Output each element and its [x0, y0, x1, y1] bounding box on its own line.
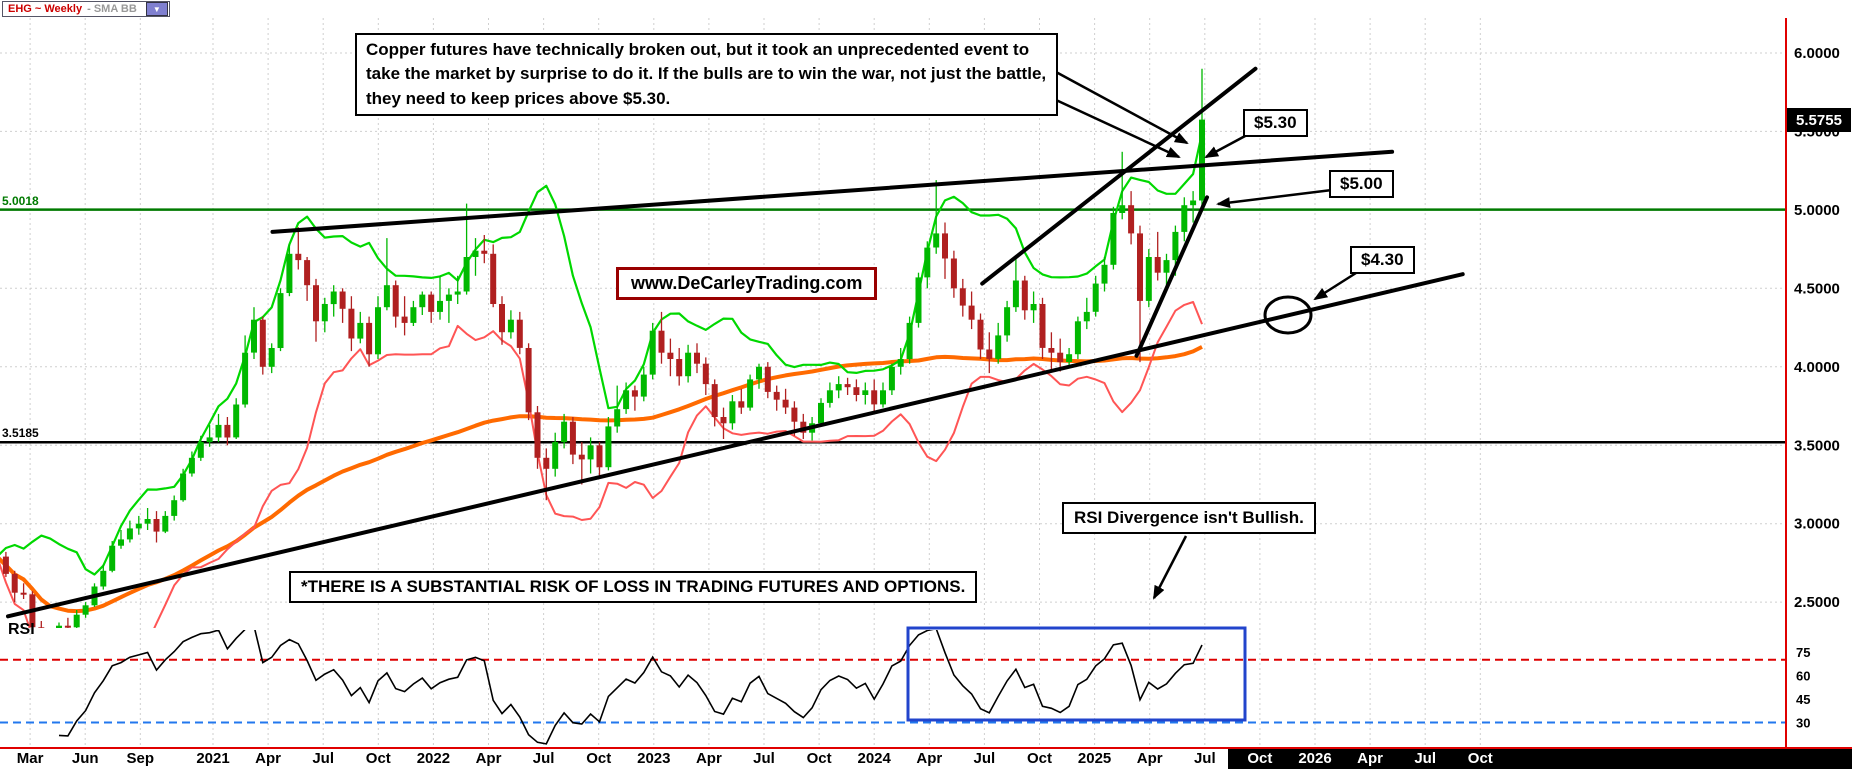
time-tick-label: Apr: [476, 750, 502, 767]
time-tick-label: Oct: [1247, 750, 1272, 767]
time-tick-label: 2022: [417, 750, 450, 767]
rsi-divergence-note-box[interactable]: RSI Divergence isn't Bullish.: [1062, 502, 1316, 534]
rsi-tick-label: 60: [1796, 669, 1810, 684]
time-tick-label: Jul: [1194, 750, 1216, 767]
bollinger-upper-line: [0, 132, 1204, 576]
rsi-panel-label: RSI: [8, 621, 35, 638]
dropdown-button[interactable]: ▼: [145, 2, 168, 16]
axes: 6.00005.50005.00004.50004.00003.50003.00…: [0, 18, 1852, 769]
price-tick-label: 2.5000: [1794, 594, 1840, 611]
trendline[interactable]: [6, 272, 1465, 619]
rsi-tick-label: 75: [1796, 645, 1810, 660]
time-tick-label: 2026: [1298, 750, 1331, 767]
gridlines: [0, 18, 1786, 748]
time-tick-label: Apr: [916, 750, 942, 767]
time-tick-label: 2024: [858, 750, 892, 767]
rsi-line: [58, 630, 1203, 745]
time-tick-label: Oct: [366, 750, 391, 767]
rsi-tick-label: 45: [1796, 692, 1810, 707]
rsi-divergence-highlight-box[interactable]: [906, 626, 1247, 722]
instrument-label: EHG ~ Weekly: [8, 3, 83, 15]
horizontal-level-lines: [0, 208, 1786, 444]
annotation-arrow[interactable]: [1055, 98, 1181, 159]
price-tag-4-30[interactable]: $4.30: [1350, 246, 1415, 274]
time-tick-label: Oct: [807, 750, 832, 767]
risk-disclaimer-box[interactable]: *THERE IS A SUBSTANTIAL RISK OF LOSS IN …: [289, 571, 978, 603]
price-tag-5-00[interactable]: $5.00: [1329, 170, 1394, 198]
trendline[interactable]: [1134, 195, 1209, 358]
time-tick-label: Oct: [586, 750, 611, 767]
time-tick-label: Oct: [1468, 750, 1493, 767]
sma-line: [0, 345, 1203, 614]
chevron-down-icon: ▼: [152, 4, 161, 14]
time-tick-label: Sep: [127, 750, 155, 767]
price-tag-5-30[interactable]: $5.30: [1243, 109, 1308, 137]
annotation-arrow[interactable]: [1204, 133, 1248, 159]
annotation-arrow[interactable]: [1216, 188, 1333, 208]
instrument-selector[interactable]: EHG ~ Weekly - SMA BB ▼: [2, 1, 170, 17]
time-tick-label: Jun: [72, 750, 99, 767]
candlestick-series: [2, 68, 1205, 628]
level-label-5-0018: 5.0018: [2, 194, 39, 208]
time-tick-label: 2023: [637, 750, 670, 767]
time-tick-label: Apr: [1357, 750, 1383, 767]
rsi-panel-plot: [0, 630, 1786, 745]
study-label: - SMA BB: [87, 3, 137, 15]
time-tick-label: Apr: [1137, 750, 1163, 767]
toolbar: EHG ~ Weekly - SMA BB ▼: [0, 0, 1852, 18]
rsi-tick-label: 30: [1796, 716, 1810, 731]
level-label-3-5185: 3.5185: [2, 426, 39, 440]
time-tick-label: Jul: [974, 750, 996, 767]
time-tick-label: Jul: [753, 750, 775, 767]
time-tick-label: Jul: [533, 750, 555, 767]
time-tick-label: Apr: [255, 750, 281, 767]
time-tick-label: Oct: [1027, 750, 1052, 767]
time-tick-label: 2021: [196, 750, 229, 767]
time-tick-label: Jul: [1414, 750, 1436, 767]
price-tick-label: 4.0000: [1794, 359, 1840, 376]
annotation-arrow[interactable]: [1152, 535, 1188, 600]
annotation-arrow[interactable]: [1313, 271, 1357, 301]
future-axis-region: [1228, 749, 1852, 769]
annotation-shapes[interactable]: [906, 70, 1357, 722]
time-tick-label: Apr: [696, 750, 722, 767]
trendlines[interactable]: [6, 66, 1465, 619]
website-box[interactable]: www.DeCarleyTrading.com: [616, 267, 878, 300]
annotation-arrow[interactable]: [1055, 70, 1189, 145]
time-tick-label: 2025: [1078, 750, 1111, 767]
price-tick-label: 3.0000: [1794, 516, 1840, 533]
price-tick-label: 6.0000: [1794, 45, 1840, 62]
time-tick-label: Jul: [312, 750, 334, 767]
price-tick-label: 5.0000: [1794, 202, 1840, 219]
time-tick-label: Mar: [17, 750, 44, 767]
last-price-badge: 5.5755: [1787, 108, 1851, 132]
analysis-note-box[interactable]: Copper futures have technically broken o…: [355, 33, 1058, 116]
support-circle[interactable]: [1263, 295, 1313, 335]
price-tick-label: 4.5000: [1794, 280, 1840, 297]
trendline[interactable]: [270, 149, 1395, 234]
trendline[interactable]: [980, 66, 1258, 286]
price-tick-label: 3.5000: [1794, 437, 1840, 454]
